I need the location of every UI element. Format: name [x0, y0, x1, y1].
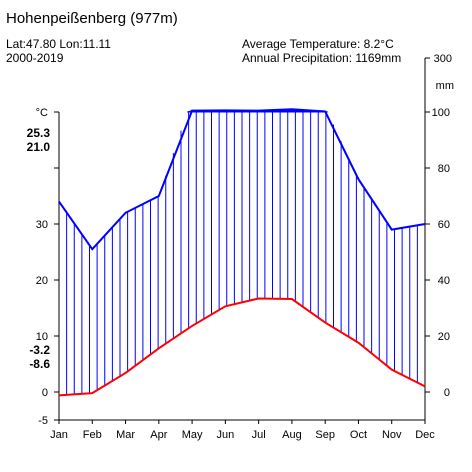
left-tick-label: 10 [36, 331, 48, 343]
series-lines [58, 108, 426, 397]
right-tick-label: 0 [444, 387, 450, 399]
min-temp-coldest-month: -8.6 [29, 357, 50, 371]
month-label: Nov [382, 429, 402, 441]
month-label: Jul [252, 429, 266, 441]
temperature-line [58, 297, 426, 397]
month-label: Jun [216, 429, 234, 441]
month-label: Mar [116, 429, 135, 441]
month-label: Jan [50, 429, 68, 441]
right-tick-label: 300 [434, 53, 452, 65]
month-label: Aug [282, 429, 302, 441]
mean-min-temp-coldest-month: -3.2 [29, 343, 50, 357]
month-label: May [182, 429, 203, 441]
left-tick-label: 20 [36, 275, 48, 287]
precipitation-line [58, 108, 426, 251]
precipitation-hatching [66, 112, 418, 395]
right-tick-label: 60 [438, 219, 450, 231]
chart-title: Hohenpeißenberg (977m) [6, 10, 178, 27]
right-tick-label: 40 [438, 275, 450, 287]
left-tick-label: -5 [38, 415, 48, 427]
max-temp-warmest-month: 25.3 [26, 126, 50, 140]
left-tick-label: 0 [42, 387, 48, 399]
data-period: 2000-2019 [6, 51, 64, 65]
month-label: Apr [150, 429, 167, 441]
right-tick-label: 100 [432, 107, 450, 119]
right-axis-unit: mm [436, 80, 454, 92]
month-label: Feb [83, 429, 102, 441]
month-label: Oct [350, 429, 367, 441]
location-coordinates: Lat:47.80 Lon:11.11 [6, 37, 111, 51]
left-axis-unit: °C [36, 107, 48, 119]
annual-precipitation: Annual Precipitation: 1169mm [242, 51, 402, 65]
chart-axes [54, 57, 430, 424]
temperature-extremes: 25.3 21.0 -3.2 -8.6 [18, 0, 50, 472]
mean-max-temp-warmest-month: 21.0 [26, 140, 50, 154]
right-tick-label: 80 [438, 163, 450, 175]
right-tick-label: 20 [438, 331, 450, 343]
left-tick-label: 30 [36, 219, 48, 231]
month-label: Dec [415, 429, 435, 441]
month-label: Sep [315, 429, 335, 441]
average-temperature: Average Temperature: 8.2°C [242, 37, 394, 51]
